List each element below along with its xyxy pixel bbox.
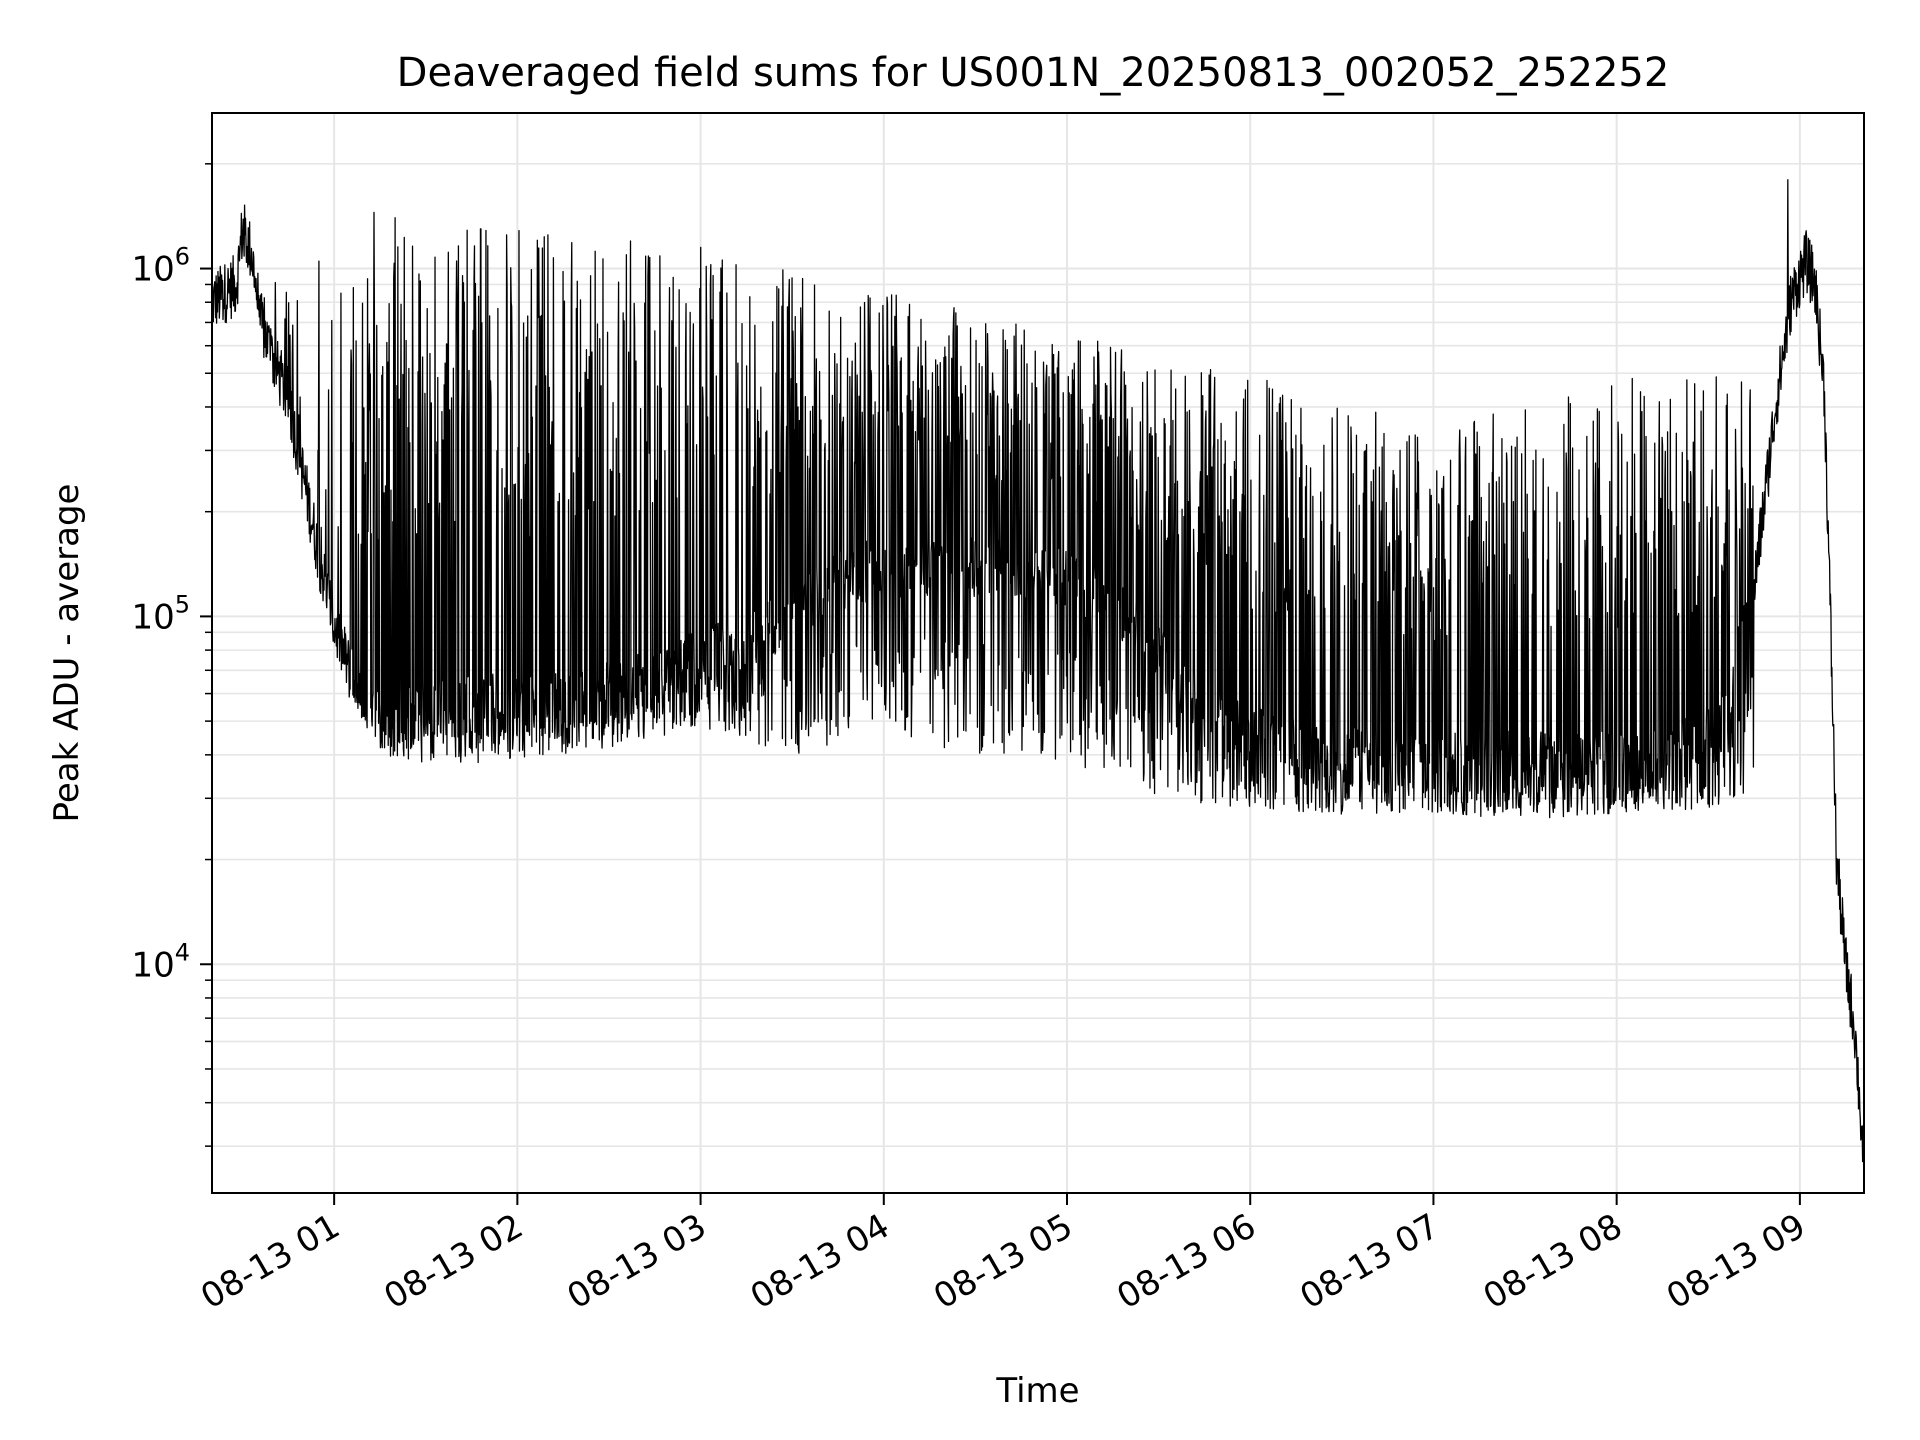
y-tick-label-exponent: 5 (175, 590, 190, 618)
plot-area (211, 179, 1865, 1163)
data-series-line (211, 179, 1865, 1163)
plot-frame (211, 112, 1865, 1194)
y-tick-label-base: 10 (131, 945, 174, 985)
y-axis-label: Peak ADU - average (47, 484, 87, 823)
y-tick-label-exponent: 6 (175, 243, 190, 271)
y-tick-label-exponent: 4 (175, 938, 190, 966)
y-tick-label-base: 10 (131, 250, 174, 290)
chart-title: Deaveraged field sums for US001N_2025081… (397, 50, 1670, 96)
y-tick-label: 105 (131, 590, 190, 637)
x-axis-label: Time (995, 1371, 1079, 1411)
y-tick-label-base: 10 (131, 597, 174, 637)
y-tick-label: 106 (131, 243, 190, 290)
y-tick-label: 104 (131, 938, 190, 985)
